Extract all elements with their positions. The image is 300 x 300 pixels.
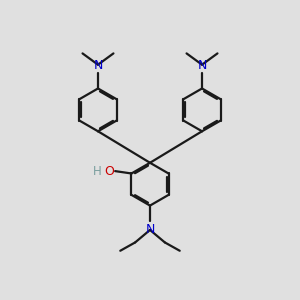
Text: H: H — [93, 165, 102, 178]
Text: N: N — [197, 58, 207, 71]
Text: N: N — [145, 223, 155, 236]
Text: N: N — [93, 58, 103, 71]
Text: O: O — [104, 165, 114, 178]
